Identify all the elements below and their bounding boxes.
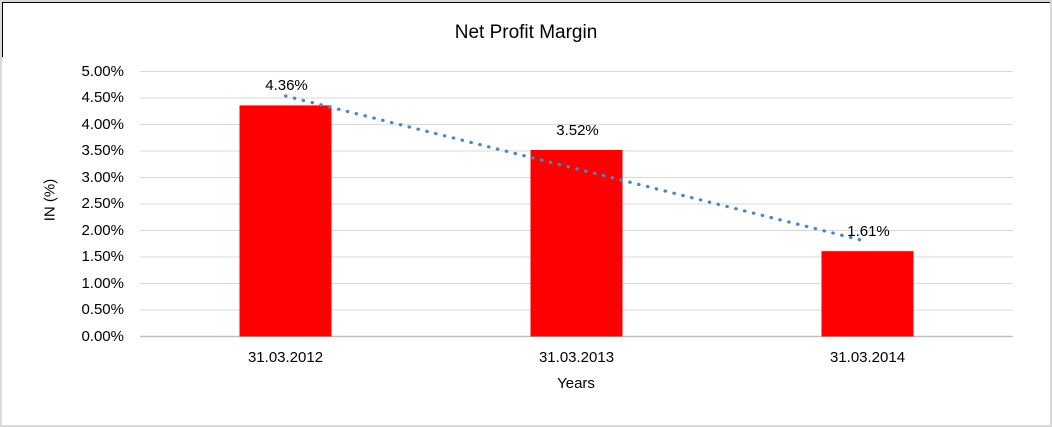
bar xyxy=(239,105,332,337)
bar-data-label: 4.36% xyxy=(265,77,308,95)
top-border-rule xyxy=(2,2,1050,3)
trendline xyxy=(283,94,870,244)
y-tick-label: 4.50% xyxy=(81,89,124,106)
y-tick-label: 0.50% xyxy=(81,301,124,318)
chart-title: Net Profit Margin xyxy=(454,22,598,43)
x-axis-title: Years xyxy=(557,375,595,392)
y-tick-label: 0.00% xyxy=(81,327,124,345)
y-tick-label: 2.00% xyxy=(81,221,124,239)
bar xyxy=(821,251,914,337)
left-border-rule-segment xyxy=(2,2,3,57)
x-tick-label: 31.03.2014 xyxy=(829,349,906,366)
y-tick-label: 3.00% xyxy=(81,168,124,186)
y-tick-label: 5.00% xyxy=(81,62,124,80)
bar-data-label: 3.52% xyxy=(556,121,599,139)
x-tick-label: 31.03.2013 xyxy=(538,349,615,366)
x-tick-label: 31.03.2012 xyxy=(247,349,324,366)
bar-data-label: 1.61% xyxy=(847,223,890,241)
y-tick-label: 2.50% xyxy=(81,195,124,212)
y-tick-label: 1.00% xyxy=(81,274,124,292)
y-tick-label: 4.00% xyxy=(81,115,124,133)
y-tick-label: 1.50% xyxy=(81,248,124,265)
bar xyxy=(530,149,623,337)
y-tick-label: 3.50% xyxy=(81,142,124,159)
